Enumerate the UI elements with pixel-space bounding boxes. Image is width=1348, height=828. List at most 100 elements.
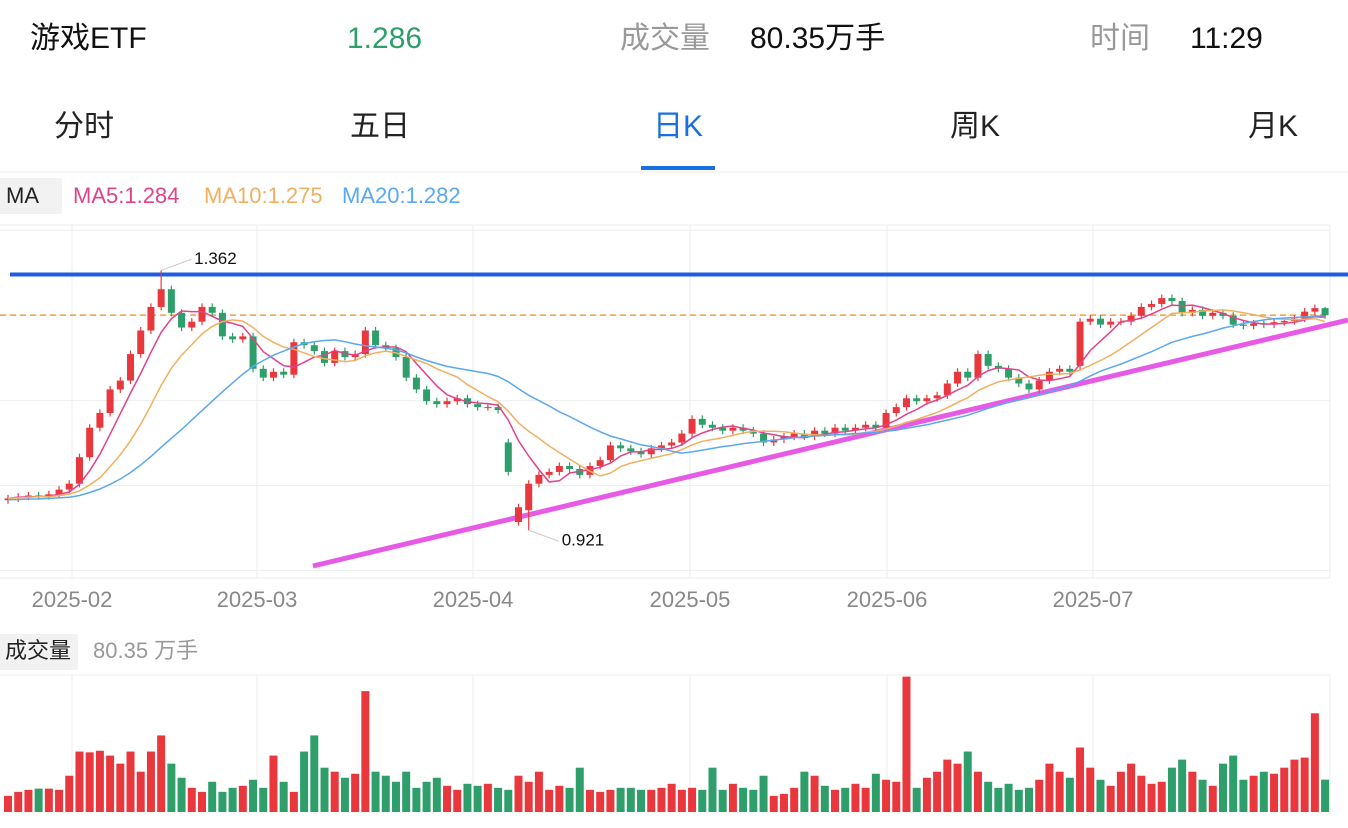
candle-body — [872, 424, 880, 428]
volume-bar — [902, 676, 911, 812]
candle-body — [65, 483, 73, 490]
candle-body — [892, 407, 900, 413]
candle-body — [1096, 318, 1104, 325]
volume-bar — [626, 787, 635, 812]
x-tick-label: 2025-04 — [433, 587, 514, 612]
volume-bar — [892, 781, 901, 812]
candle-body — [525, 483, 533, 511]
volume-bar — [494, 787, 503, 812]
candle-body — [566, 466, 574, 469]
volume-bar — [800, 771, 809, 812]
volume-bar — [167, 763, 176, 812]
volume-bar — [1167, 767, 1176, 812]
candle-body — [1086, 318, 1094, 322]
candle-body — [739, 427, 747, 431]
candle-body — [821, 430, 829, 434]
candle-body — [698, 418, 706, 425]
candle-body — [433, 401, 441, 405]
candle-body — [290, 342, 298, 375]
tab[interactable]: 分时 — [54, 110, 114, 143]
candle-body — [1321, 308, 1329, 316]
candle-body — [167, 289, 175, 313]
candle-body — [984, 354, 992, 366]
candle-body — [1127, 315, 1135, 322]
volume-bar — [1014, 789, 1023, 812]
candle-body — [688, 418, 696, 434]
volume-bar — [14, 791, 23, 812]
candle-body — [708, 424, 716, 428]
tab-underline — [641, 166, 715, 170]
time-value: 11:29 — [1190, 22, 1263, 55]
candle-body — [1219, 312, 1227, 316]
candle-body — [453, 398, 461, 402]
volume-bar — [504, 789, 513, 812]
volume-bar — [769, 795, 778, 812]
candle-body — [668, 442, 676, 446]
volume-bar — [1280, 767, 1289, 812]
tab[interactable]: 周K — [950, 110, 1000, 143]
volume-bar — [1004, 783, 1013, 812]
candle-body — [157, 289, 165, 307]
volume-bar — [1045, 763, 1054, 812]
volume-bar — [300, 751, 309, 812]
candle-body — [208, 306, 216, 313]
candle-body — [321, 351, 329, 363]
candle-body — [1250, 323, 1258, 326]
candle-body — [412, 377, 420, 390]
volume-bar — [1086, 767, 1095, 812]
tab[interactable]: 五日 — [350, 110, 410, 143]
volume-bar — [779, 793, 788, 812]
candle-body — [504, 442, 512, 472]
candle-body — [790, 433, 798, 437]
volume-bar — [381, 775, 390, 812]
ma-line — [7, 309, 1326, 500]
price: 1.286 — [347, 22, 422, 55]
trend-line — [312, 317, 1348, 569]
volume-bar — [759, 775, 768, 812]
time-caption: 时间 — [1090, 22, 1150, 55]
volume-caption: 成交量 — [620, 22, 710, 55]
volume-bar — [647, 789, 656, 812]
volume-bar — [146, 751, 155, 812]
volume-bar — [34, 788, 43, 812]
volume-bar — [351, 773, 360, 812]
volume-bar — [361, 691, 370, 812]
candle-body — [127, 354, 135, 381]
candle-body — [811, 430, 819, 437]
tab[interactable]: 日K — [653, 110, 703, 143]
candle-body — [269, 371, 277, 378]
volume-bar — [943, 759, 952, 812]
max-label: 1.362 — [194, 249, 237, 268]
candle-body — [147, 306, 155, 331]
candle-body — [361, 330, 369, 355]
candle-body — [402, 357, 410, 378]
ma-line — [8, 316, 1326, 501]
volume-bar — [555, 785, 564, 812]
volume-bar — [330, 771, 339, 812]
volume-bar — [453, 789, 462, 812]
candle-body — [1229, 315, 1237, 325]
volume-bar — [820, 785, 829, 812]
candle-body — [1107, 321, 1115, 325]
candle-body — [178, 312, 186, 328]
tab[interactable]: 月K — [1248, 110, 1298, 143]
volume-bar — [1076, 747, 1085, 812]
volume-bar — [1157, 781, 1166, 812]
candle-body — [484, 407, 492, 409]
volume-bar — [95, 750, 104, 812]
volume-bar — [1116, 771, 1125, 812]
volume-bar — [922, 777, 931, 812]
candle-body — [606, 445, 614, 461]
candle-body — [310, 345, 318, 352]
volume-bar — [320, 767, 329, 812]
volume-bar — [1055, 771, 1064, 812]
candle-body — [913, 398, 921, 402]
volume-bar — [1229, 755, 1238, 812]
volume-bar — [953, 763, 962, 812]
candle-body — [882, 412, 890, 428]
min-label: 0.921 — [562, 531, 605, 550]
volume-bar — [238, 785, 247, 812]
volume-bar — [596, 791, 605, 812]
volume-bar — [1239, 779, 1248, 812]
